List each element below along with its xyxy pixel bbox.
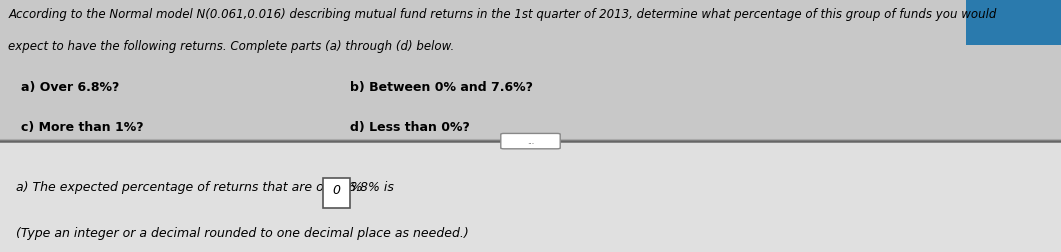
Text: d) Less than 0%?: d) Less than 0%? — [350, 121, 470, 134]
Text: expect to have the following returns. Complete parts (a) through (d) below.: expect to have the following returns. Co… — [8, 40, 455, 53]
Text: a) Over 6.8%?: a) Over 6.8%? — [21, 81, 120, 94]
Text: According to the Normal model N(0.061,0.016) describing mutual fund returns in t: According to the Normal model N(0.061,0.… — [8, 8, 997, 21]
Text: b) Between 0% and 7.6%?: b) Between 0% and 7.6%? — [350, 81, 533, 94]
Bar — [966, 0, 1061, 45]
Text: a) The expected percentage of returns that are over 6.8% is: a) The expected percentage of returns th… — [16, 181, 398, 195]
Text: ...: ... — [527, 137, 534, 146]
FancyBboxPatch shape — [323, 178, 350, 208]
Text: 0: 0 — [332, 184, 341, 197]
Text: %.: %. — [351, 181, 367, 195]
Text: (Type an integer or a decimal rounded to one decimal place as needed.): (Type an integer or a decimal rounded to… — [16, 227, 469, 240]
Text: c) More than 1%?: c) More than 1%? — [21, 121, 144, 134]
FancyBboxPatch shape — [501, 134, 560, 149]
Bar — [0, 141, 1061, 252]
